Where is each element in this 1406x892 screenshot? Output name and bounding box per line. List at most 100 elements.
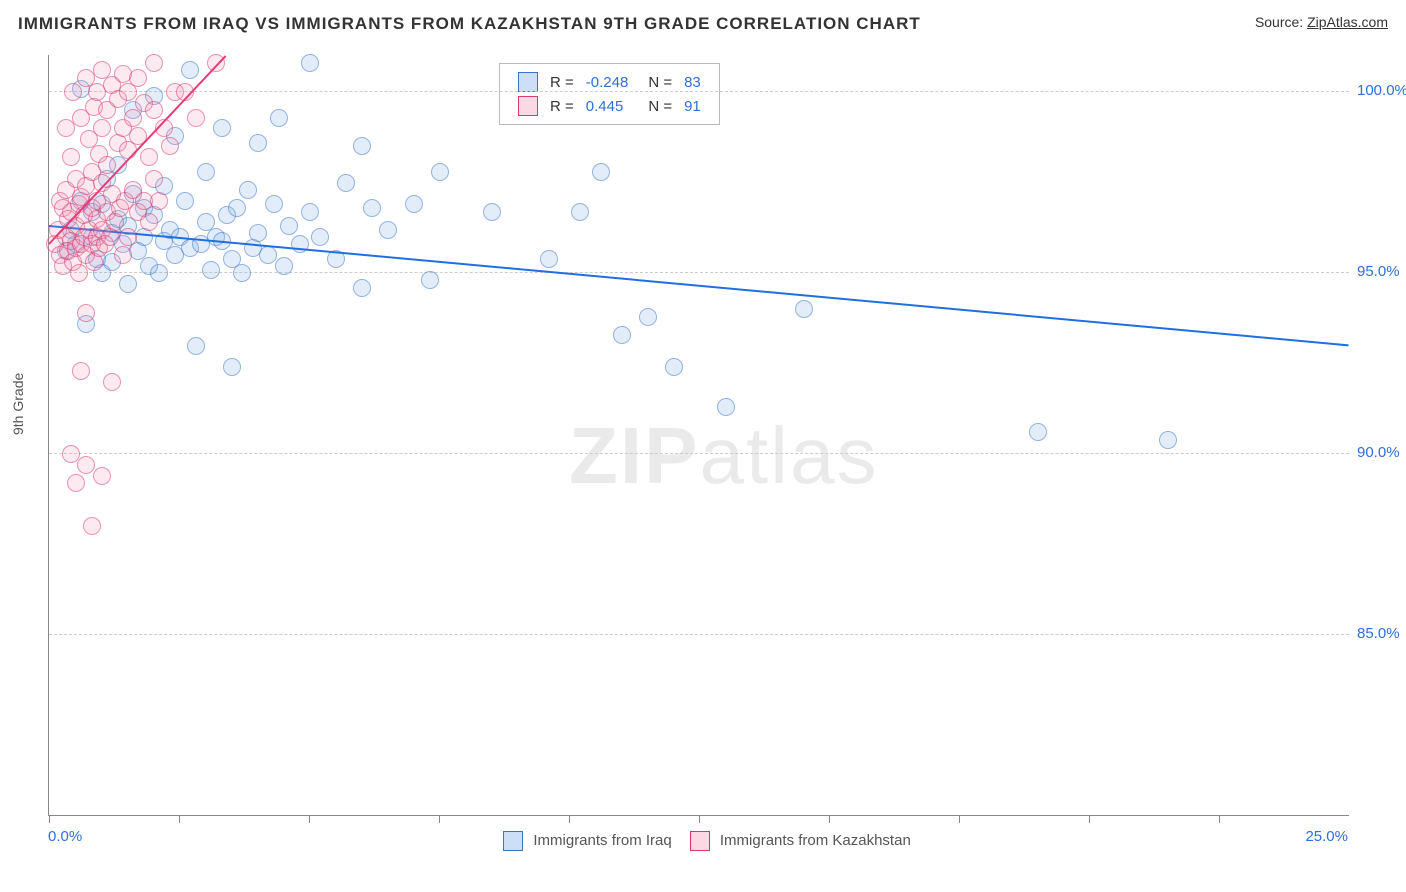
scatter-point — [353, 137, 371, 155]
source-prefix: Source: — [1255, 14, 1307, 30]
scatter-point — [150, 264, 168, 282]
legend-swatch — [690, 831, 710, 851]
scatter-point — [639, 308, 657, 326]
scatter-point — [665, 358, 683, 376]
legend-series-label: Immigrants from Kazakhstan — [716, 832, 911, 849]
scatter-point — [98, 156, 116, 174]
scatter-point — [72, 362, 90, 380]
scatter-point — [145, 101, 163, 119]
scatter-point — [119, 275, 137, 293]
trend-line — [49, 225, 1349, 346]
x-tick — [439, 815, 440, 823]
scatter-point — [233, 264, 251, 282]
chart-area: ZIPatlas R =-0.248N =83R =0.445N =91 85.… — [48, 55, 1388, 830]
chart-container: IMMIGRANTS FROM IRAQ VS IMMIGRANTS FROM … — [0, 0, 1406, 892]
scatter-point — [337, 174, 355, 192]
scatter-point — [265, 195, 283, 213]
scatter-point — [187, 109, 205, 127]
gridline-y — [49, 453, 1349, 454]
correlation-legend: R =-0.248N =83R =0.445N =91 — [499, 63, 720, 125]
scatter-point — [228, 199, 246, 217]
y-axis-label: 9th Grade — [10, 373, 26, 435]
x-tick — [569, 815, 570, 823]
gridline-y — [49, 91, 1349, 92]
scatter-point — [571, 203, 589, 221]
plot-area: ZIPatlas R =-0.248N =83R =0.445N =91 85.… — [48, 55, 1349, 816]
scatter-point — [483, 203, 501, 221]
scatter-point — [259, 246, 277, 264]
scatter-point — [140, 148, 158, 166]
scatter-point — [540, 250, 558, 268]
scatter-point — [431, 163, 449, 181]
source-link[interactable]: ZipAtlas.com — [1307, 14, 1388, 30]
scatter-point — [83, 517, 101, 535]
x-tick — [1219, 815, 1220, 823]
scatter-point — [280, 217, 298, 235]
y-tick-label: 85.0% — [1357, 625, 1400, 642]
scatter-point — [249, 224, 267, 242]
legend-n-label: N = — [634, 94, 678, 118]
scatter-point — [62, 148, 80, 166]
scatter-point — [129, 69, 147, 87]
legend-swatch — [518, 72, 538, 92]
scatter-point — [717, 398, 735, 416]
scatter-point — [353, 279, 371, 297]
scatter-point — [187, 337, 205, 355]
legend-r-value: 0.445 — [580, 94, 635, 118]
x-tick — [309, 815, 310, 823]
scatter-point — [103, 373, 121, 391]
legend-swatch — [518, 96, 538, 116]
scatter-point — [363, 199, 381, 217]
x-tick — [49, 815, 50, 823]
scatter-point — [119, 228, 137, 246]
scatter-point — [145, 170, 163, 188]
scatter-point — [145, 54, 163, 72]
legend-swatch — [503, 831, 523, 851]
scatter-point — [223, 358, 241, 376]
legend-r-label: R = — [544, 94, 580, 118]
scatter-point — [379, 221, 397, 239]
source-citation: Source: ZipAtlas.com — [1255, 14, 1388, 30]
scatter-point — [67, 474, 85, 492]
scatter-point — [176, 192, 194, 210]
scatter-point — [213, 119, 231, 137]
scatter-point — [239, 181, 257, 199]
scatter-point — [1159, 431, 1177, 449]
scatter-point — [70, 264, 88, 282]
scatter-point — [140, 213, 158, 231]
scatter-point — [1029, 423, 1047, 441]
scatter-point — [592, 163, 610, 181]
series-legend: Immigrants from Iraq Immigrants from Kaz… — [48, 831, 1348, 851]
scatter-point — [795, 300, 813, 318]
scatter-point — [93, 119, 111, 137]
x-tick — [179, 815, 180, 823]
scatter-point — [405, 195, 423, 213]
scatter-point — [421, 271, 439, 289]
scatter-point — [197, 163, 215, 181]
y-tick-label: 90.0% — [1357, 444, 1400, 461]
watermark: ZIPatlas — [569, 410, 878, 502]
y-tick-label: 100.0% — [1357, 82, 1406, 99]
scatter-point — [181, 61, 199, 79]
scatter-point — [275, 257, 293, 275]
scatter-point — [150, 192, 168, 210]
x-tick — [1089, 815, 1090, 823]
scatter-point — [93, 467, 111, 485]
scatter-point — [301, 54, 319, 72]
scatter-point — [114, 246, 132, 264]
scatter-point — [301, 203, 319, 221]
x-tick — [829, 815, 830, 823]
x-tick — [959, 815, 960, 823]
legend-n-value: 91 — [678, 94, 707, 118]
scatter-point — [64, 83, 82, 101]
scatter-point — [270, 109, 288, 127]
scatter-point — [613, 326, 631, 344]
x-tick — [699, 815, 700, 823]
gridline-y — [49, 634, 1349, 635]
scatter-point — [161, 137, 179, 155]
scatter-point — [202, 261, 220, 279]
scatter-point — [249, 134, 267, 152]
scatter-point — [311, 228, 329, 246]
y-tick-label: 95.0% — [1357, 263, 1400, 280]
scatter-point — [57, 119, 75, 137]
